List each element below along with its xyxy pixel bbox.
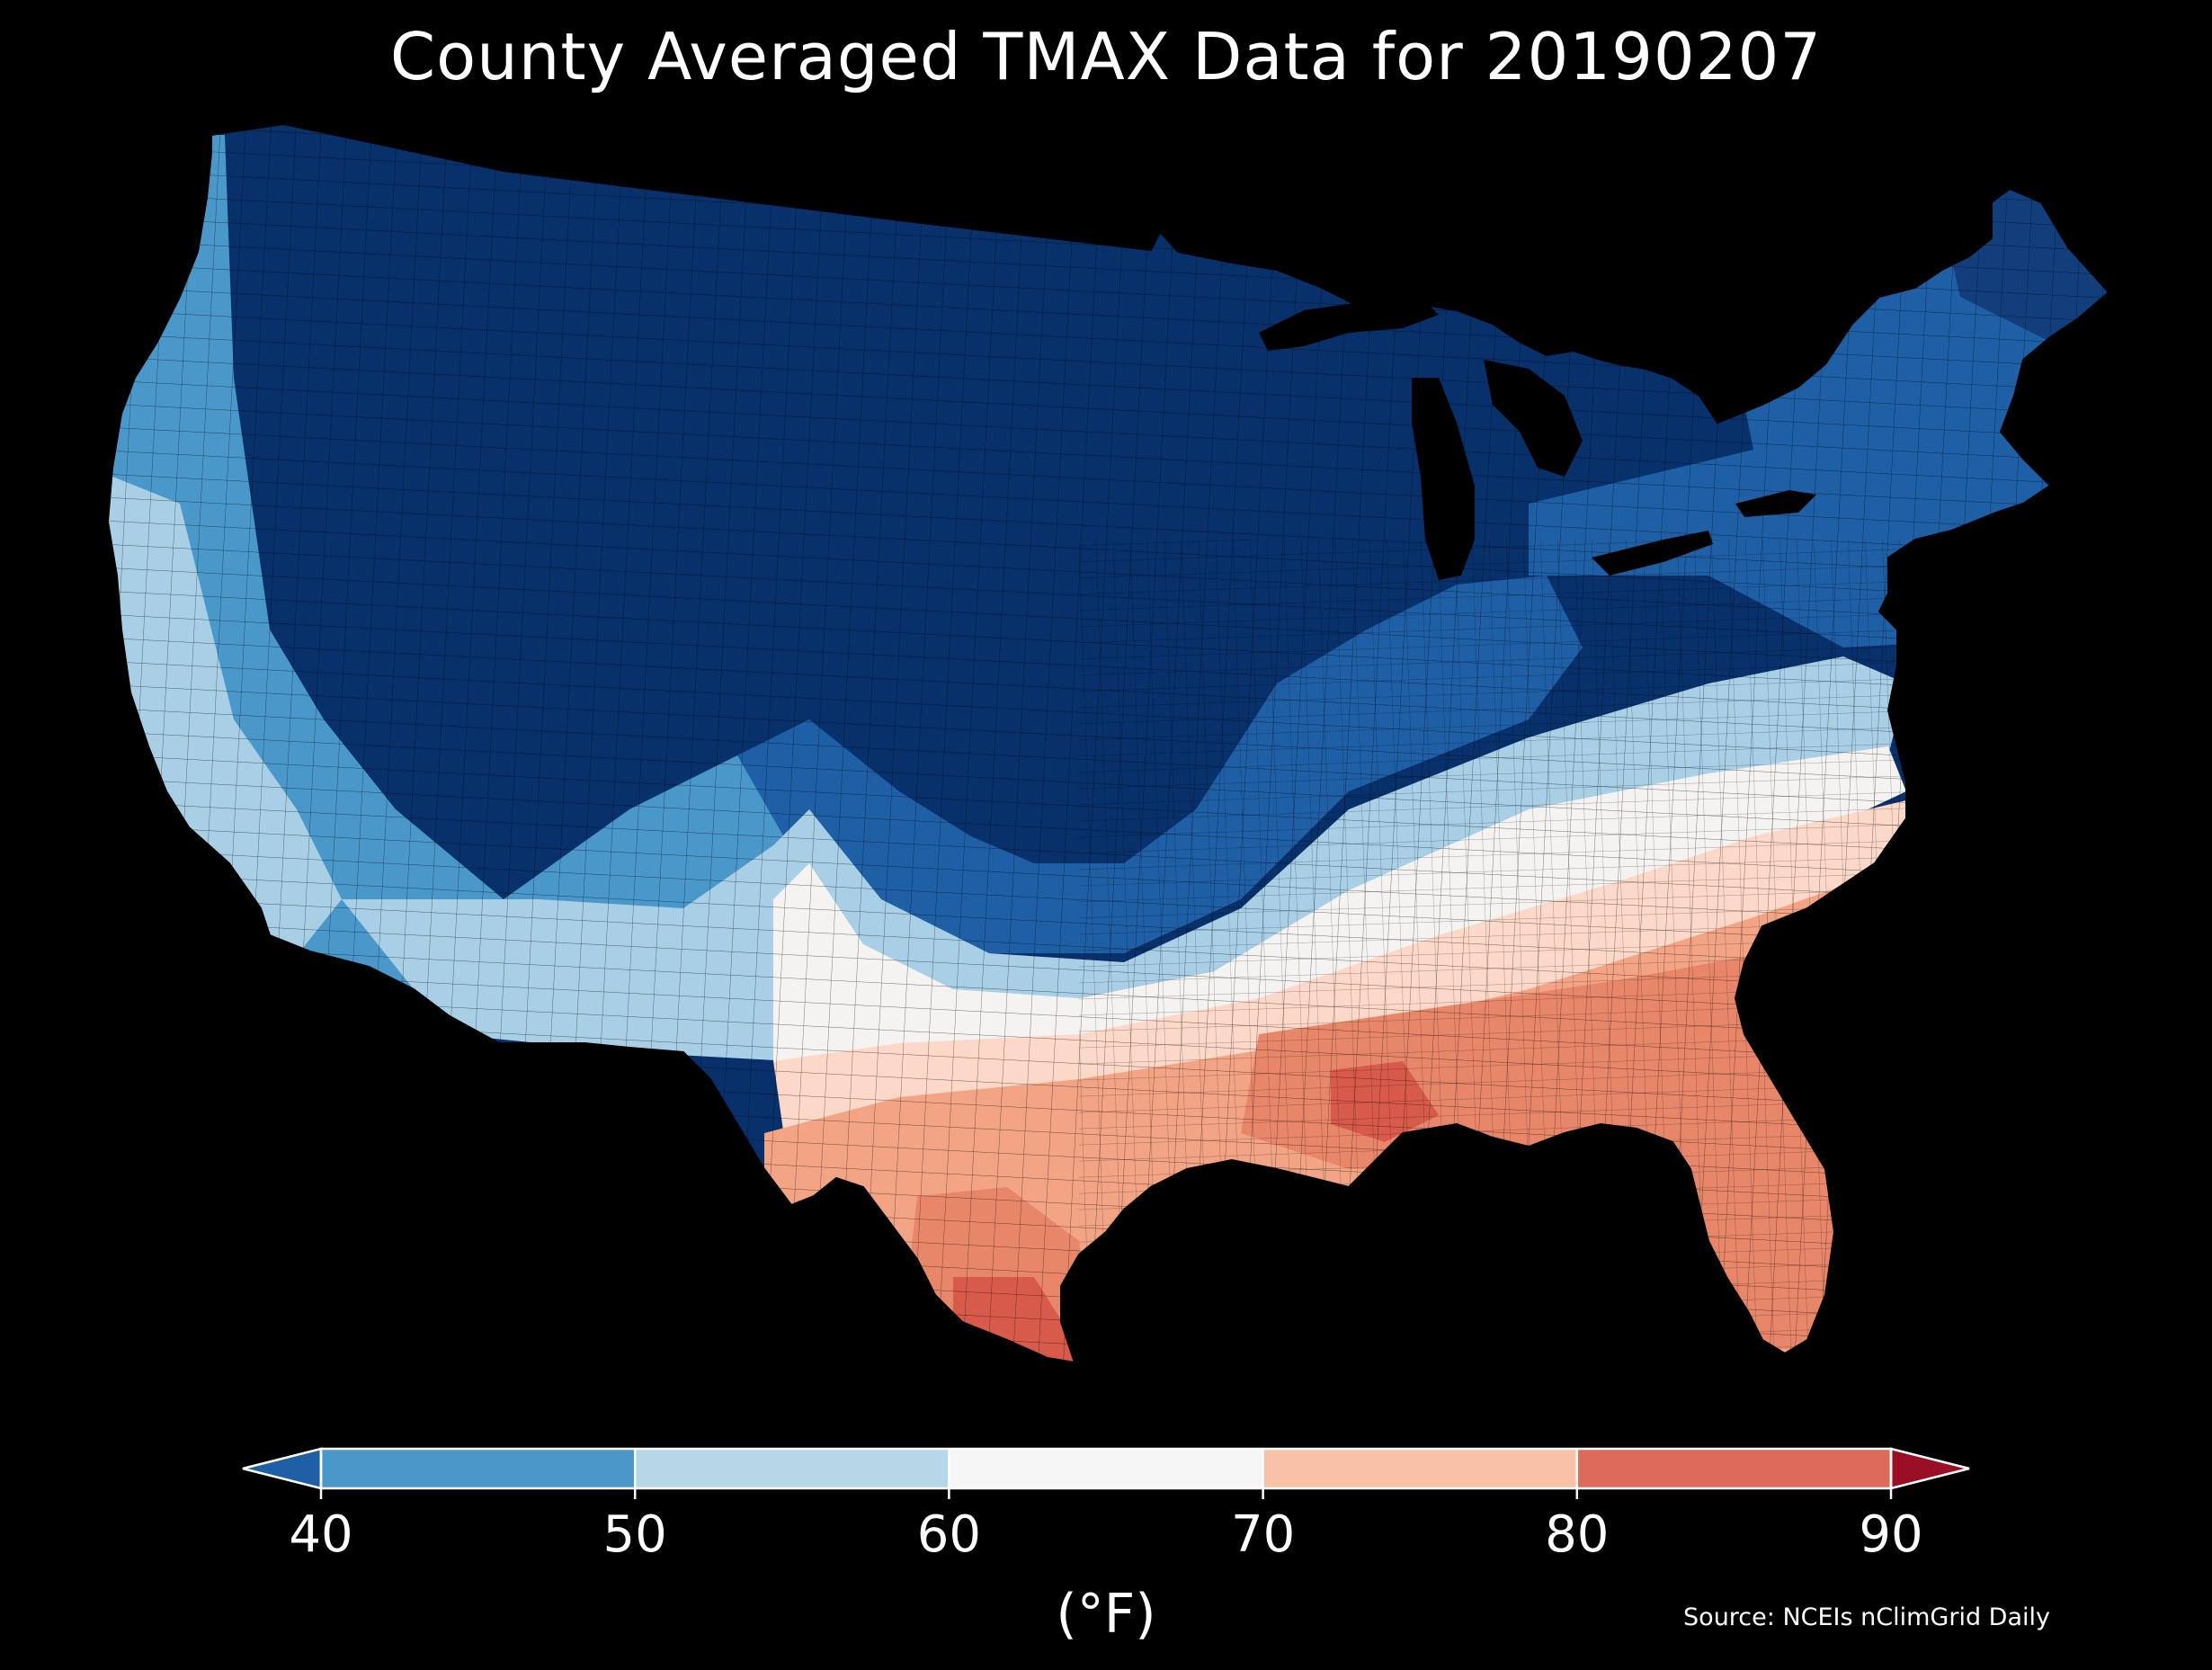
colorbar-bin-80-90 xyxy=(1576,1449,1891,1488)
colorbar-unit-label: (°F) xyxy=(1056,1583,1156,1646)
page-title: County Averaged TMAX Data for 20190207 xyxy=(389,19,1823,94)
colorbar-bin-70-80 xyxy=(1262,1449,1577,1488)
colorbar-tick-label: 40 xyxy=(289,1505,353,1564)
colorbar-tick-label: 50 xyxy=(602,1505,667,1564)
colorbar-bin-40-50 xyxy=(321,1449,636,1488)
colorbar-tick-label: 80 xyxy=(1545,1505,1610,1564)
colorbar-tick-label: 90 xyxy=(1859,1505,1923,1564)
colorbar-tick-label: 60 xyxy=(916,1505,982,1564)
colorbar-under-arrow xyxy=(242,1447,323,1490)
great-lakes xyxy=(1259,297,1816,580)
colorbar-bin-60-70 xyxy=(949,1449,1263,1488)
source-note: Source: NCEIs nClimGrid Daily xyxy=(1683,1603,2050,1631)
colorbar-tick-label: 70 xyxy=(1230,1505,1296,1564)
colorbar-over-arrow xyxy=(1889,1447,1970,1490)
colorbar-bin-50-60 xyxy=(635,1449,950,1488)
